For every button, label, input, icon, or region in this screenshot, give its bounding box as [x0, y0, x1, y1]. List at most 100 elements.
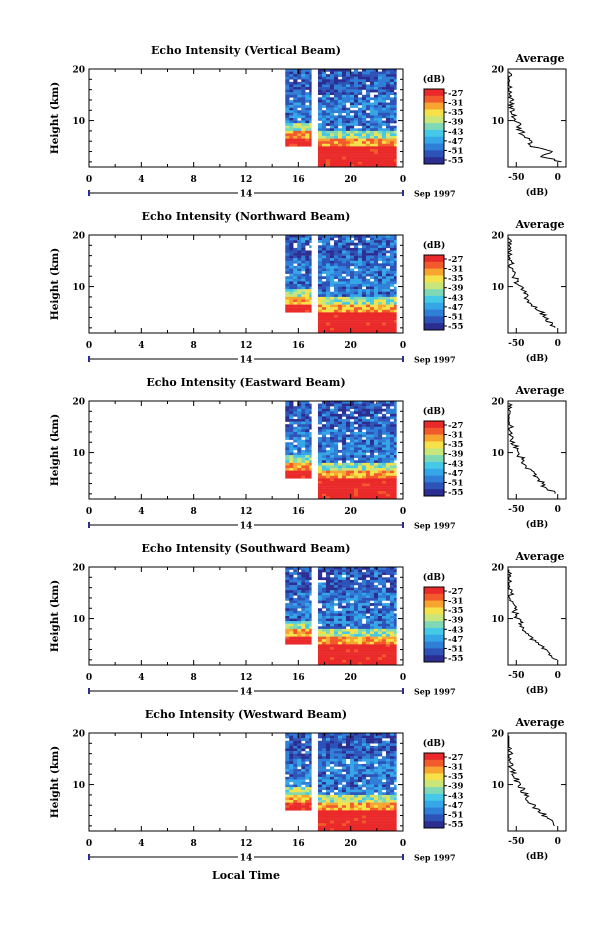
heatmap-cell — [293, 748, 298, 752]
colorbar-tick-label: -43 — [448, 127, 463, 137]
heatmap-cell — [333, 628, 339, 632]
heatmap-cell — [309, 779, 312, 783]
colorbar-tick-label: -27 — [448, 421, 463, 431]
heatmap-cell — [385, 756, 391, 759]
heatmap-cell — [389, 592, 395, 596]
heatmap-cell — [293, 107, 298, 111]
heatmap-cell — [289, 276, 294, 280]
heatmap-cell — [361, 805, 367, 808]
heatmap-cell — [353, 110, 359, 114]
heatmap-cell — [381, 784, 387, 788]
heatmap-cell — [393, 753, 397, 757]
heatmap-cell — [305, 437, 310, 440]
heatmap-cell — [353, 766, 359, 770]
heatmap-cell — [393, 657, 397, 661]
heatmap-cell — [353, 776, 359, 780]
heatmap-cell — [329, 636, 335, 640]
heatmap-cell — [305, 769, 310, 772]
heatmap-cell — [369, 97, 375, 101]
heatmap-cell — [329, 271, 335, 274]
heatmap-cell — [321, 253, 327, 256]
heatmap-cell — [297, 748, 302, 752]
heatmap-cell — [369, 330, 375, 334]
heatmap-cell — [325, 94, 331, 98]
heatmap-cell — [329, 309, 335, 313]
heatmap-cell — [381, 296, 387, 300]
colorbar-tick-label: -31 — [448, 597, 463, 607]
heatmap-cell — [345, 265, 351, 269]
heatmap-cell — [373, 753, 379, 757]
heatmap-cell — [297, 302, 302, 305]
heatmap-cell — [317, 782, 323, 785]
heatmap-cell — [317, 320, 323, 323]
heatmap-cell — [361, 419, 367, 422]
heatmap-cell — [337, 87, 343, 90]
heatmap-cell — [389, 473, 395, 476]
heatmap-cell — [321, 327, 327, 331]
heatmap-cell — [349, 590, 355, 593]
heatmap-cell — [393, 636, 397, 640]
heatmap-cell — [377, 125, 383, 129]
heatmap-cell — [301, 87, 306, 90]
heatmap-cell — [381, 330, 387, 334]
heatmap-cell — [349, 756, 355, 759]
heatmap-cell — [349, 457, 355, 461]
heatmap-cell — [345, 79, 351, 83]
heatmap-cell — [329, 450, 335, 453]
heatmap-cell — [329, 582, 335, 586]
heatmap-cell — [345, 143, 351, 147]
heatmap-cell — [289, 141, 294, 144]
heatmap-cell — [385, 281, 391, 285]
heatmap-cell — [309, 590, 312, 593]
heatmap-cell — [321, 626, 327, 630]
heatmap-cell — [349, 480, 355, 484]
heatmap-cell — [293, 745, 298, 749]
heatmap-cell — [317, 654, 323, 658]
heatmap-cell — [377, 123, 383, 126]
heatmap-cell — [285, 271, 290, 274]
heatmap-cell — [285, 585, 290, 588]
heatmap-cell — [293, 429, 298, 433]
heatmap-cell — [393, 654, 397, 658]
heatmap-cell — [317, 416, 323, 420]
heatmap-cell — [293, 304, 298, 308]
heatmap-cell — [321, 263, 327, 267]
heatmap-cell — [373, 159, 379, 163]
heatmap-cell — [329, 784, 335, 788]
heatmap-cell — [317, 745, 323, 749]
heatmap-cell — [349, 439, 355, 443]
heatmap-cell — [321, 807, 327, 811]
heatmap-cell — [309, 569, 312, 573]
heatmap-cell — [353, 579, 359, 583]
heatmap-cell — [393, 421, 397, 425]
heatmap-cell — [285, 123, 290, 126]
heatmap-cell — [381, 276, 387, 280]
heatmap-cell — [333, 776, 339, 780]
heatmap-cell — [317, 585, 323, 588]
heatmap-cell — [341, 286, 347, 290]
heatmap-cell — [321, 159, 327, 163]
heatmap-cell — [381, 294, 387, 298]
heatmap-cell — [377, 623, 383, 627]
heatmap-cell — [365, 763, 371, 767]
heatmap-cell — [325, 322, 331, 326]
heatmap-cell — [293, 265, 298, 269]
heatmap-cell — [333, 784, 339, 788]
heatmap-cell — [329, 735, 335, 739]
heatmap-cell — [293, 639, 298, 642]
heatmap-cell — [385, 325, 391, 329]
heatmap-cell — [285, 805, 290, 808]
heatmap-cell — [353, 748, 359, 752]
heatmap-cell — [317, 789, 323, 793]
heatmap-cell — [365, 299, 371, 303]
heatmap-cell — [333, 128, 339, 132]
heatmap-cell — [373, 84, 379, 88]
heatmap-cell — [333, 250, 339, 254]
heatmap-cell — [345, 789, 351, 793]
heatmap-cell — [345, 161, 351, 165]
heatmap-cell — [321, 426, 327, 430]
heatmap-cell — [309, 92, 312, 95]
heatmap-cell — [381, 79, 387, 83]
heatmap-cell — [285, 621, 290, 624]
heatmap-cell — [381, 120, 387, 124]
